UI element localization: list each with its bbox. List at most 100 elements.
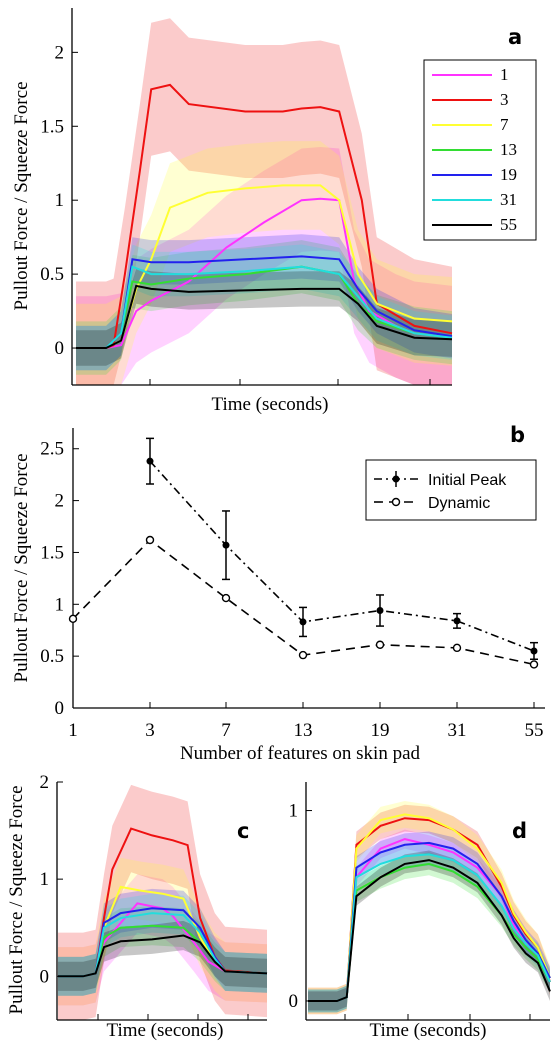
panel-a-band-55	[76, 268, 452, 366]
panel-a-line-31	[76, 265, 453, 349]
panel-b-x-ticks: 1 3 7 13 19 31 55	[68, 702, 544, 741]
panel-d-axes	[305, 782, 550, 1021]
panel-c-error-bands	[58, 784, 267, 1020]
legend-label-initial-peak: Initial Peak	[428, 472, 507, 489]
panel-b-tag: b	[510, 423, 525, 447]
legend-label-7: 7	[500, 115, 509, 134]
panel-d-line-13	[308, 862, 551, 1002]
panel-a-y-ticks: 0 0.5 1 1.5 2	[40, 42, 78, 359]
panel-d-ytick-label: 0	[289, 991, 299, 1012]
panel-c-y-label: Pullout Force / Squeeze Force	[6, 785, 27, 1014]
panel-b-xtick-label: 31	[448, 720, 467, 741]
panel-d-band-19	[308, 831, 550, 1013]
panel-b-point-initial-peak	[299, 618, 307, 626]
panel-d-band-13	[308, 852, 550, 1013]
legend-label-31: 31	[500, 190, 517, 209]
panel-c-band-7	[58, 857, 267, 1006]
panel-b-ytick-label: 0	[55, 698, 65, 719]
panel-a-ytick-label: 2	[55, 42, 65, 63]
panel-b-xtick-label: 3	[145, 720, 155, 741]
legend-label-3: 3	[500, 90, 509, 109]
panel-a-line-1	[76, 197, 453, 349]
panel-d-band-3	[308, 804, 550, 1015]
panel-b: 00.511.522.5 1 3 7 13 19 31 55 Number of featu…	[11, 423, 545, 764]
panel-c-tag: c	[237, 819, 249, 843]
panel-b-point-dynamic	[529, 660, 539, 669]
panel-b-point-initial-peak	[530, 647, 538, 655]
panel-b-xtick-label: 55	[525, 720, 544, 741]
panel-b-y-label: Pullout Force / Squeeze Force	[11, 453, 32, 682]
legend-label-55: 55	[500, 215, 517, 234]
panel-b-point-dynamic	[452, 643, 462, 653]
panel-a: 0 0.5 1 1.5 2 Time (seconds) Pullout Force /…	[11, 8, 537, 415]
panel-d-line-31	[308, 853, 551, 1002]
panel-b-y-ticks: 0 0.5 1 1.5 2 2.5	[40, 439, 79, 719]
panel-c-band-1	[58, 874, 267, 1006]
panel-b-line-dynamic	[72, 538, 535, 666]
panel-b-x-label: Number of features on skin pad	[180, 743, 421, 764]
panel-a-tag: a	[508, 25, 522, 49]
panel-a-ytick-label: 1.5	[40, 116, 64, 137]
legend-label-dynamic: Dynamic	[428, 495, 490, 512]
panel-c-band-55	[58, 920, 267, 991]
legend-marker-dynamic	[391, 497, 401, 507]
panel-b-point-dynamic	[375, 640, 385, 649]
panel-c-x-ticks	[97, 1014, 249, 1020]
panel-c-band-13	[58, 906, 267, 996]
panel-b-series	[68, 437, 539, 669]
panel-d-y-ticks: 01	[289, 801, 312, 1012]
panel-b-xtick-label: 7	[221, 720, 231, 741]
panel-a-ytick-label: 0.5	[40, 264, 64, 285]
panel-b-point-dynamic	[221, 593, 231, 603]
panel-a-band-7	[76, 141, 452, 385]
panel-a-ytick-label: 1	[55, 190, 65, 211]
panel-d-x-label: Time (seconds)	[370, 1020, 487, 1041]
panel-b-point-initial-peak	[453, 617, 461, 625]
panel-c-ytick-label: 2	[40, 772, 50, 793]
panel-a-x-ticks	[149, 379, 431, 385]
panel-c-x-label: Time (seconds)	[107, 1020, 224, 1041]
panel-d-x-ticks	[344, 1014, 531, 1020]
panel-a-band-1	[76, 147, 452, 385]
panel-b-ytick-label: 1	[55, 594, 65, 615]
panel-d-band-7	[308, 801, 550, 1015]
panel-c-series-lines	[58, 827, 268, 978]
panel-a-axes	[71, 8, 452, 386]
panel-d-line-55	[308, 859, 551, 1002]
panel-d-tag: d	[512, 819, 527, 843]
panel-a-x-label: Time (seconds)	[212, 394, 329, 415]
panel-b-point-dynamic	[68, 614, 78, 624]
panel-b-line-initial-peak	[149, 460, 535, 652]
panel-c-band-19	[58, 888, 267, 996]
panel-a-line-55	[76, 284, 453, 349]
panel-b-xtick-label: 19	[371, 720, 390, 741]
panel-b-point-initial-peak	[222, 541, 230, 549]
panel-b-ytick-label: 2.5	[40, 439, 64, 460]
panel-c-line-55	[58, 934, 268, 978]
panel-a-line-3	[76, 83, 453, 349]
legend-marker-initial-peak	[392, 475, 400, 483]
panel-c-ytick-label: 1	[40, 869, 50, 890]
panel-b-legend: Initial Peak Dynamic	[365, 459, 537, 521]
panel-b-point-initial-peak	[146, 457, 154, 465]
panel-b-xtick-label: 1	[68, 720, 78, 741]
panel-b-ytick-label: 1.5	[40, 542, 64, 563]
panel-d-band-1	[308, 829, 550, 1011]
panel-b-point-initial-peak	[376, 607, 384, 615]
panel-c-ytick-label: 0	[40, 966, 50, 987]
panel-a-error-bands	[76, 18, 452, 386]
panel-d-ytick-label: 1	[289, 801, 299, 822]
panel-b-axes	[72, 428, 545, 709]
panel-c-axes	[56, 782, 267, 1021]
panel-a-band-19	[76, 234, 452, 371]
panel-d-band-31	[308, 842, 550, 1013]
panel-b-ytick-label: 2	[55, 491, 65, 512]
panel-c-y-ticks: 0 1 2	[40, 772, 63, 987]
legend-label-1: 1	[500, 65, 509, 84]
panel-a-y-label: Pullout Force / Squeeze Force	[11, 81, 32, 310]
legend-label-13: 13	[500, 140, 517, 159]
panel-a-band-3	[76, 18, 452, 386]
panel-c: 0 1 2 Time (seconds) Pullout Force / Squee…	[6, 772, 268, 1041]
legend-label-19: 19	[500, 165, 517, 184]
